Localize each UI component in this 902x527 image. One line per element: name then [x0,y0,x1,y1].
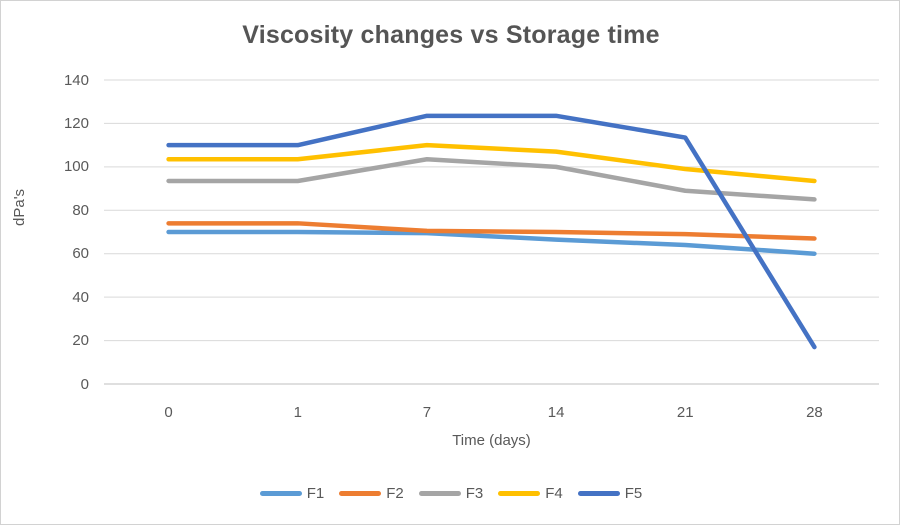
y-tick-label: 60 [72,245,89,263]
legend-item-F1: F1 [259,485,325,502]
series-line-F5 [166,113,817,350]
y-tick-label: 80 [72,201,89,219]
legend-swatch-icon [577,491,620,496]
y-tick-label: 100 [63,158,89,176]
series-line-F2 [166,221,817,241]
legend-swatch-icon [498,491,541,496]
x-tick-label: 0 [164,404,173,421]
legend-label: F5 [624,485,643,502]
series-line-F3 [166,157,817,202]
y-tick-label: 120 [63,114,89,132]
x-tick-label: 7 [422,404,432,421]
x-tick-label: 21 [676,404,694,421]
y-tick-label: 0 [80,375,89,393]
y-tick-label: 140 [63,71,89,89]
legend-swatch-icon [259,491,302,496]
legend-label: F3 [465,485,484,502]
x-tick-label: 1 [293,404,302,421]
legend-item-F3: F3 [418,485,484,502]
legend-item-F2: F2 [339,485,404,502]
x-axis-title: Time (days) [452,432,531,449]
legend-label: F1 [306,485,325,502]
legend-label: F4 [545,485,563,502]
legend-swatch-icon [339,491,382,496]
legend: F1 F2 F3 F4 F5 [1,485,901,502]
legend-swatch-icon [418,491,461,496]
legend-item-F5: F5 [577,485,643,502]
legend-item-F4: F4 [498,485,563,502]
x-tick-label: 28 [806,404,823,421]
chart-title: Viscosity changes vs Storage time [242,21,660,49]
legend-label: F2 [386,485,404,502]
y-tick-label: 20 [72,332,89,350]
x-tick-label: 14 [547,404,565,421]
series-line-F1 [166,229,817,256]
y-tick-label: 40 [72,288,89,306]
